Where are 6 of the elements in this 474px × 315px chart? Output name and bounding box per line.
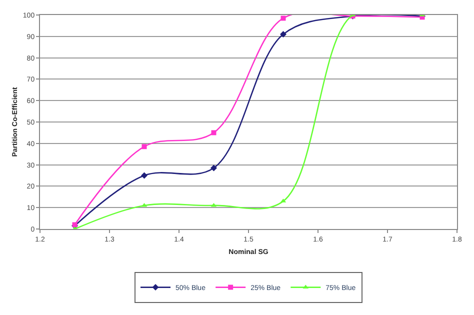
point	[210, 164, 217, 172]
point	[142, 144, 147, 150]
point	[141, 172, 148, 179]
point	[280, 16, 286, 21]
point	[211, 130, 216, 136]
point	[280, 31, 286, 38]
